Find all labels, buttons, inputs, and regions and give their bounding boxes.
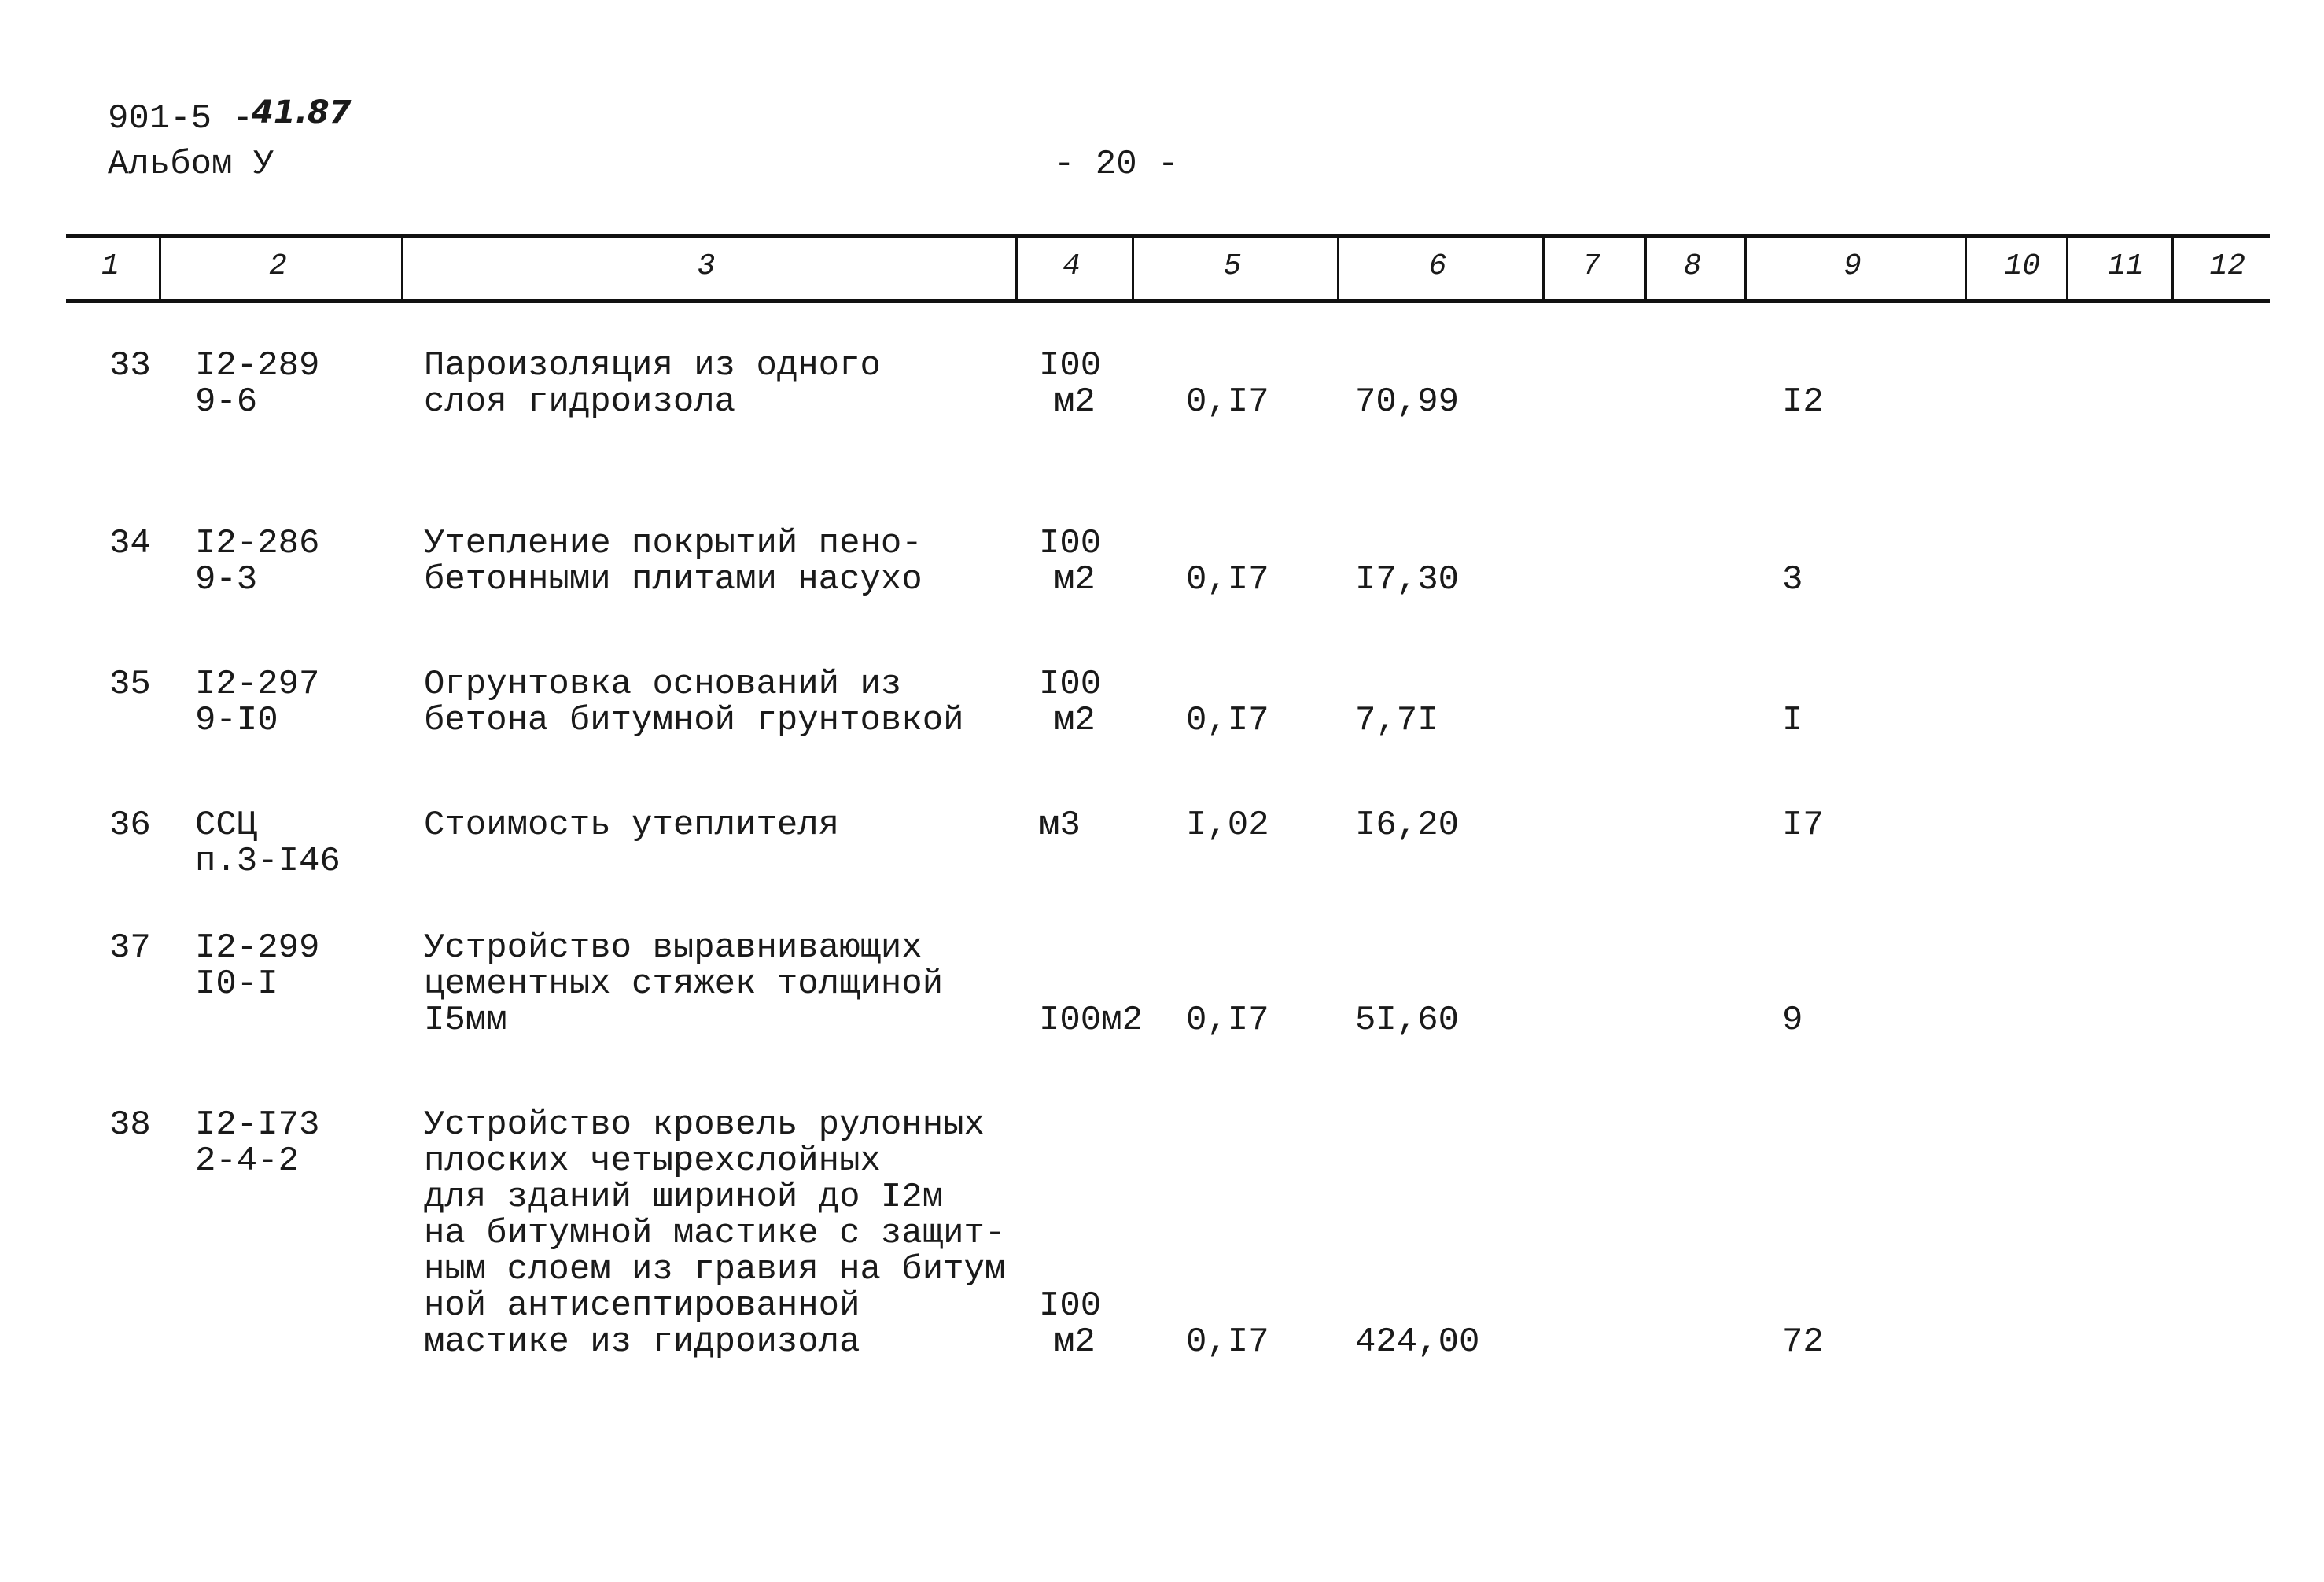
column-header: 3 [697,249,716,283]
header-bottom-rule [66,299,2270,303]
column-divider [1744,236,1747,301]
row-quantity: 0,I7 [1186,382,1269,422]
row-description: Устройство кровель рулонных [424,1105,985,1145]
column-header: 1 [101,249,120,283]
row-unit: I00 [1039,1286,1102,1326]
row-quantity: 0,I7 [1186,560,1269,599]
row-description: цементных стяжек толщиной [424,964,944,1004]
row-quantity: 0,I7 [1186,1322,1269,1362]
row-code: I0-I [195,964,278,1004]
row-description: Стоимость утеплителя [424,806,840,845]
row-price: 70,99 [1355,382,1460,422]
row-number: 33 [109,346,151,385]
row-unit: I00м2 [1039,1001,1144,1040]
row-number: 35 [109,665,151,704]
column-header: 4 [1063,249,1081,283]
row-code: I2-297 [195,665,320,704]
row-description: на битумной мастике с защит- [424,1214,1006,1253]
row-description: Огрунтовка оснований из [424,665,902,704]
doc-code-handwritten: 41.87 [252,94,352,131]
row-description: бетонными плитами насухо [424,560,923,599]
column-divider [1337,236,1339,301]
row-description: Пароизоляция из одного [424,346,881,385]
row-description: плоских четырехслойных [424,1141,881,1181]
column-divider [2171,236,2174,301]
row-code: I2-I73 [195,1105,320,1145]
row-col9: I7 [1782,806,1824,845]
column-divider [1132,236,1134,301]
column-header: 9 [1843,249,1862,283]
row-description: слоя гидроизола [424,382,736,422]
row-code: I2-286 [195,524,320,563]
row-number: 38 [109,1105,151,1145]
column-header: 8 [1683,249,1702,283]
row-price: 5I,60 [1355,1001,1460,1040]
row-col9: I [1782,701,1803,740]
doc-code: 901-5 - [108,99,253,138]
row-code: I2-289 [195,346,320,385]
row-col9: 72 [1782,1322,1824,1362]
column-divider [401,236,403,301]
row-col9: 9 [1782,1001,1803,1040]
row-quantity: 0,I7 [1186,701,1269,740]
row-price: I7,30 [1355,560,1460,599]
row-code: 9-I0 [195,701,278,740]
row-code: 9-3 [195,560,258,599]
row-description: ным слоем из гравия на битум [424,1250,1006,1289]
column-header: 7 [1582,249,1600,283]
row-number: 34 [109,524,151,563]
row-unit: м2 [1054,560,1096,599]
header-top-rule [66,234,2270,238]
row-unit: м2 [1054,1322,1096,1362]
page-number: - 20 - [1054,145,1179,184]
row-unit: м2 [1054,701,1096,740]
row-code: I2-299 [195,928,320,968]
row-code: 9-6 [195,382,258,422]
column-header: 2 [269,249,287,283]
column-divider [1644,236,1647,301]
row-description: Устройство выравнивающих [424,928,923,968]
row-number: 37 [109,928,151,968]
column-divider [159,236,161,301]
row-price: 7,7I [1355,701,1438,740]
row-description: для зданий шириной до I2м [424,1178,944,1217]
row-description: мастике из гидроизола [424,1322,860,1362]
row-code: ССЦ [195,806,258,845]
row-description: бетона битумной грунтовкой [424,701,964,740]
column-header: 11 [2108,249,2144,283]
row-quantity: I,02 [1186,806,1269,845]
column-header: 5 [1223,249,1242,283]
column-divider [1542,236,1545,301]
column-divider [1015,236,1018,301]
row-price: I6,20 [1355,806,1460,845]
album: Альбом У [108,145,274,184]
row-quantity: 0,I7 [1186,1001,1269,1040]
column-header: 10 [2004,249,2041,283]
row-col9: I2 [1782,382,1824,422]
row-unit: I00 [1039,524,1102,563]
row-unit: I00 [1039,346,1102,385]
row-description: ной антисептированной [424,1286,860,1326]
column-divider [1965,236,1967,301]
row-unit: м3 [1039,806,1081,845]
row-description: I5мм [424,1001,507,1040]
column-header: 12 [2209,249,2246,283]
column-header: 6 [1428,249,1447,283]
row-unit: I00 [1039,665,1102,704]
row-description: Утепление покрытий пено- [424,524,923,563]
row-code: 2-4-2 [195,1141,300,1181]
row-number: 36 [109,806,151,845]
column-divider [2066,236,2068,301]
row-unit: м2 [1054,382,1096,422]
row-price: 424,00 [1355,1322,1480,1362]
row-col9: 3 [1782,560,1803,599]
row-code: п.3-I46 [195,842,341,881]
